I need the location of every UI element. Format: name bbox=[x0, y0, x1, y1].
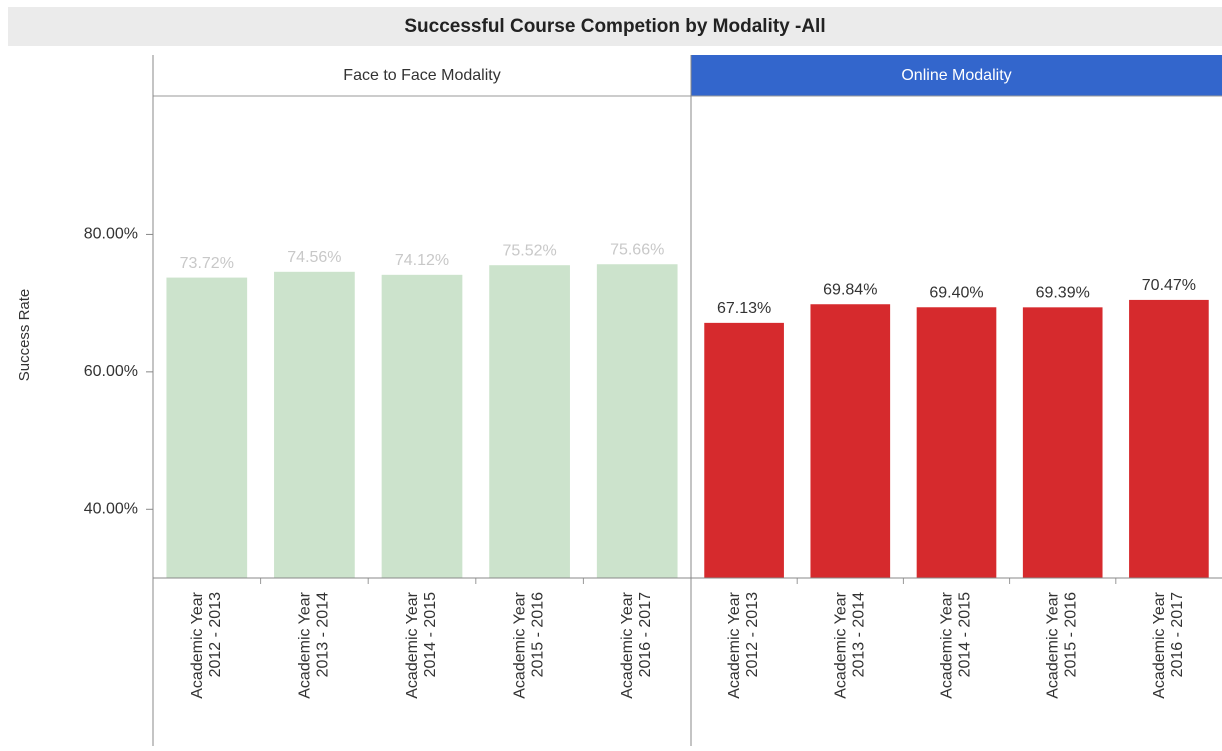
panel-header bbox=[153, 55, 691, 96]
bar bbox=[274, 271, 355, 578]
x-tick-label: Academic Year2014 - 2015 bbox=[939, 591, 974, 698]
value-label: 75.52% bbox=[502, 242, 556, 259]
x-tick-label: Academic Year2015 - 2016 bbox=[1045, 591, 1080, 698]
x-tick-label: Academic Year2012 - 2013 bbox=[726, 591, 761, 698]
value-label: 75.66% bbox=[610, 241, 664, 258]
x-tick-label: Academic Year2016 - 2017 bbox=[1151, 591, 1186, 698]
bar bbox=[810, 304, 891, 578]
x-tick-label: Academic Year2014 - 2015 bbox=[404, 591, 439, 698]
bar bbox=[596, 264, 678, 578]
bar bbox=[381, 274, 463, 578]
value-label: 67.13% bbox=[717, 300, 771, 317]
value-label: 73.72% bbox=[180, 255, 234, 272]
x-tick-label: Academic Year2012 - 2013 bbox=[189, 591, 224, 698]
chart-title: Successful Course Competion by Modality … bbox=[404, 16, 825, 37]
panel-header bbox=[691, 55, 1222, 96]
y-tick-label: 40.00% bbox=[84, 501, 138, 518]
panel-header-label: Online Modality bbox=[901, 67, 1011, 84]
bar bbox=[916, 307, 997, 578]
x-tick-label: Academic Year2015 - 2016 bbox=[512, 591, 547, 698]
title-bar bbox=[8, 7, 1222, 46]
bar bbox=[1129, 299, 1209, 578]
bar bbox=[166, 277, 248, 578]
y-tick-label: 60.00% bbox=[84, 363, 138, 380]
bar bbox=[1022, 307, 1103, 578]
value-label: 70.47% bbox=[1142, 277, 1196, 294]
panel-header-label: Face to Face Modality bbox=[343, 67, 500, 84]
bar bbox=[489, 265, 570, 578]
bar bbox=[704, 322, 784, 578]
y-axis-label: Success Rate bbox=[16, 289, 33, 382]
x-tick-label: Academic Year2013 - 2014 bbox=[297, 591, 332, 698]
x-tick-label: Academic Year2013 - 2014 bbox=[833, 591, 868, 698]
value-label: 69.40% bbox=[929, 284, 983, 301]
value-label: 74.56% bbox=[287, 249, 341, 266]
y-tick-label: 80.00% bbox=[84, 226, 138, 243]
value-label: 69.39% bbox=[1036, 285, 1090, 302]
x-tick-label: Academic Year2016 - 2017 bbox=[619, 591, 654, 698]
value-label: 74.12% bbox=[395, 252, 449, 269]
value-label: 69.84% bbox=[823, 281, 877, 298]
